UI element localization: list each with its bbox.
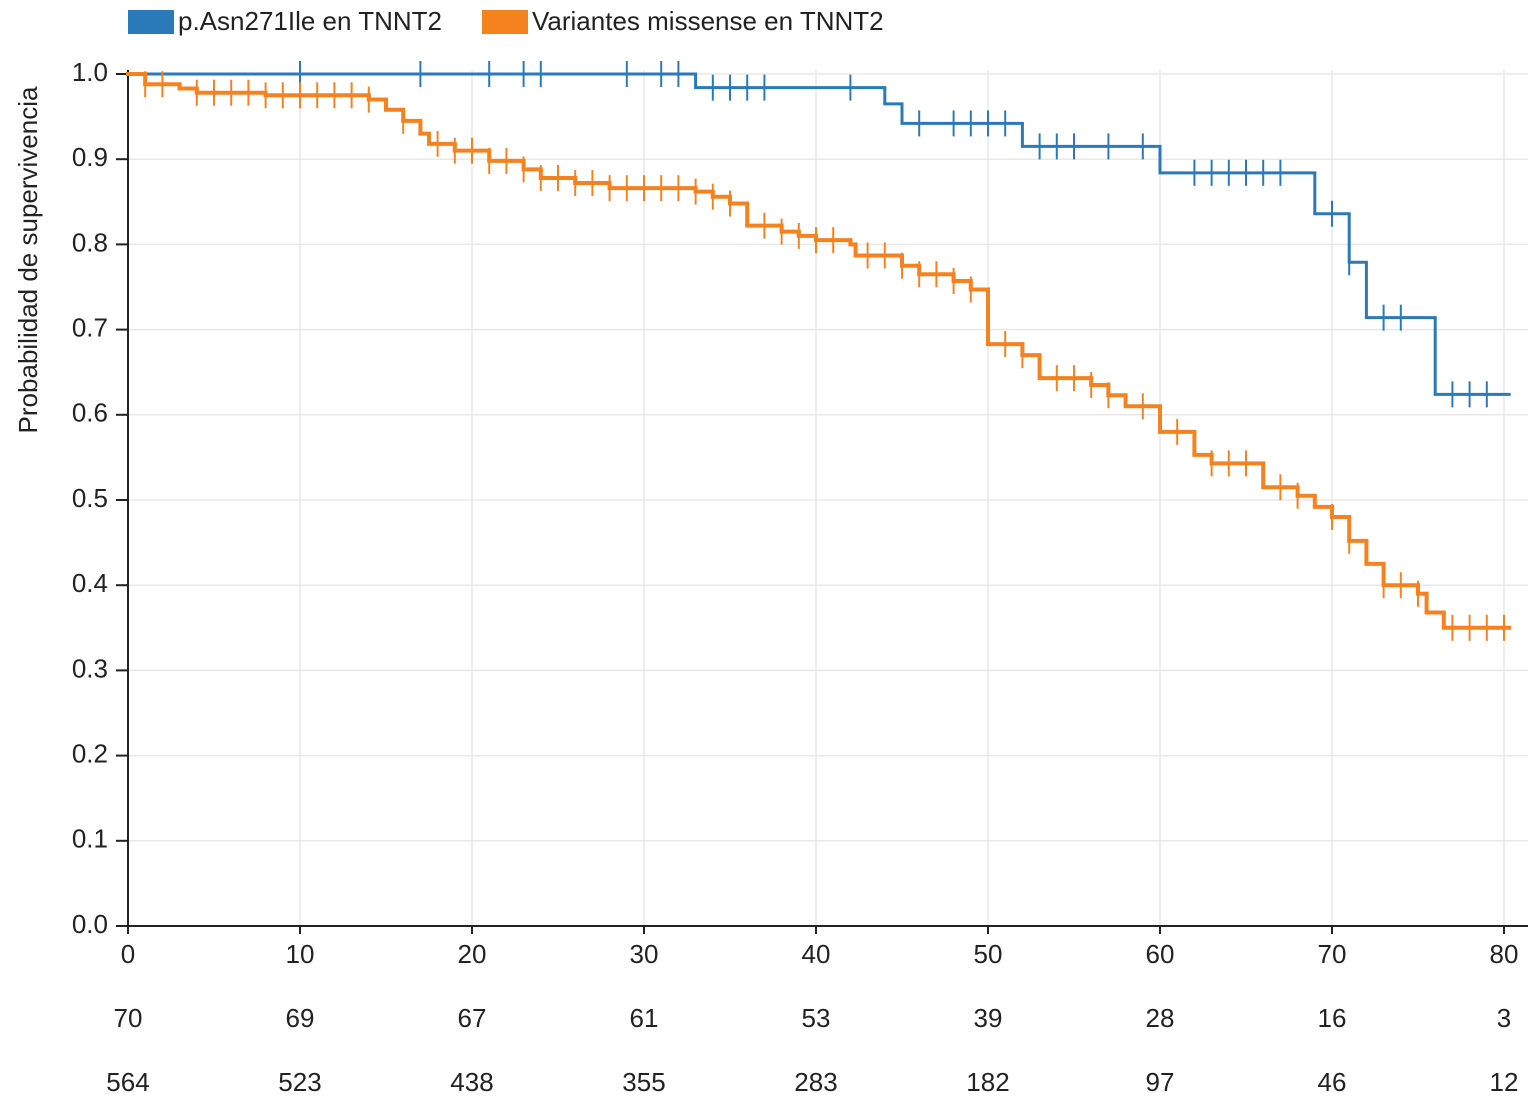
x-tick-label: 80 — [1490, 939, 1519, 969]
x-tick-label: 10 — [286, 939, 315, 969]
x-tick-label: 50 — [974, 939, 1003, 969]
at-risk-count: 564 — [106, 1067, 149, 1097]
at-risk-count: 3 — [1497, 1003, 1511, 1033]
y-tick-label: 0.0 — [72, 909, 108, 939]
at-risk-count: 28 — [1146, 1003, 1175, 1033]
at-risk-count: 523 — [278, 1067, 321, 1097]
at-risk-count: 39 — [974, 1003, 1003, 1033]
y-tick-label: 0.5 — [72, 483, 108, 513]
y-tick-label: 0.2 — [72, 738, 108, 768]
y-tick-label: 0.3 — [72, 653, 108, 683]
x-tick-label: 60 — [1146, 939, 1175, 969]
y-tick-label: 1.0 — [72, 57, 108, 87]
at-risk-count: 61 — [630, 1003, 659, 1033]
y-tick-label: 0.6 — [72, 398, 108, 428]
at-risk-count: 53 — [802, 1003, 831, 1033]
x-tick-label: 0 — [121, 939, 135, 969]
legend-label: Variantes missense en TNNT2 — [532, 6, 884, 36]
x-tick-label: 30 — [630, 939, 659, 969]
y-axis-label: Probabilidad de supervivencia — [13, 86, 43, 433]
y-tick-label: 0.8 — [72, 227, 108, 257]
x-tick-label: 20 — [458, 939, 487, 969]
at-risk-count: 12 — [1490, 1067, 1519, 1097]
at-risk-count: 283 — [794, 1067, 837, 1097]
y-tick-label: 0.9 — [72, 142, 108, 172]
at-risk-count: 16 — [1318, 1003, 1347, 1033]
y-tick-label: 0.4 — [72, 568, 108, 598]
x-tick-label: 40 — [802, 939, 831, 969]
at-risk-count: 355 — [622, 1067, 665, 1097]
at-risk-count: 67 — [458, 1003, 487, 1033]
at-risk-count: 97 — [1146, 1067, 1175, 1097]
legend-label: p.Asn271Ile en TNNT2 — [178, 6, 442, 36]
at-risk-count: 182 — [966, 1067, 1009, 1097]
legend-swatch — [482, 10, 528, 34]
at-risk-count: 46 — [1318, 1067, 1347, 1097]
at-risk-count: 438 — [450, 1067, 493, 1097]
y-tick-label: 0.1 — [72, 824, 108, 854]
at-risk-count: 69 — [286, 1003, 315, 1033]
legend-swatch — [128, 10, 174, 34]
y-tick-label: 0.7 — [72, 312, 108, 342]
at-risk-count: 70 — [114, 1003, 143, 1033]
x-tick-label: 70 — [1318, 939, 1347, 969]
